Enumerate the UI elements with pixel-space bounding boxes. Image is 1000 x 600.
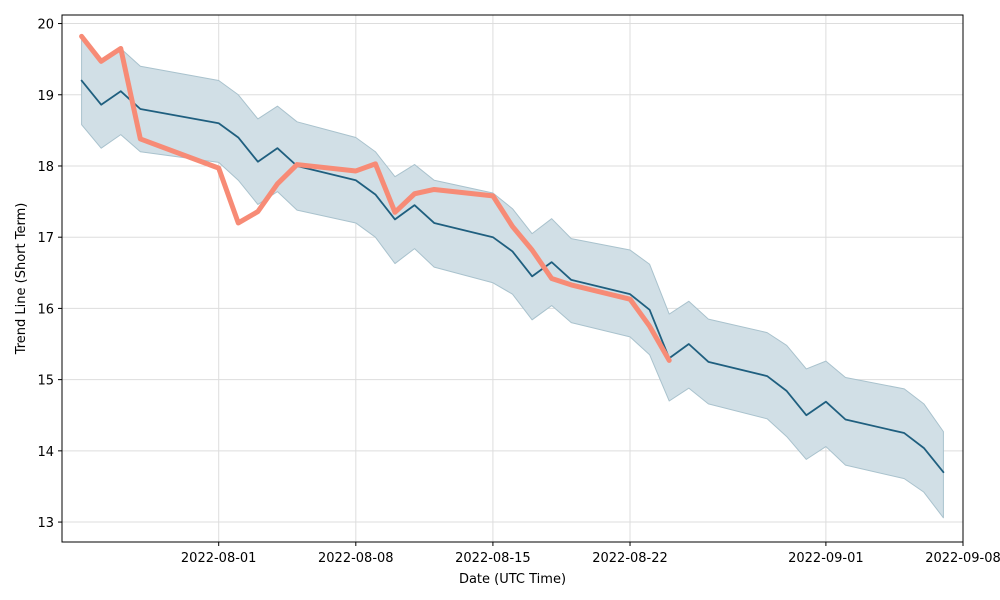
series-lines <box>79 33 945 474</box>
x-tick-label: 2022-08-15 <box>455 551 531 566</box>
y-tick-label: 13 <box>37 516 54 531</box>
y-tick-label: 19 <box>37 89 54 104</box>
y-tick-label: 16 <box>37 302 54 317</box>
x-tick-label: 2022-08-08 <box>318 551 394 566</box>
actual-series-line <box>79 33 672 363</box>
y-tick-label: 20 <box>37 18 54 33</box>
plot-area-frame <box>61 14 964 543</box>
y-axis-label: Trend Line (Short Term) <box>14 203 29 356</box>
y-tick-label: 17 <box>37 231 54 246</box>
axis-ticks: 2022-08-01 2022-08-08 2022-08-15 2022-08-22… <box>37 18 1000 566</box>
confidence-band-area <box>81 35 944 519</box>
y-tick-label: 14 <box>37 445 54 460</box>
y-tick-label: 15 <box>37 374 54 389</box>
confidence-band <box>81 35 944 519</box>
x-axis-label: Date (UTC Time) <box>459 572 566 587</box>
trend-series-line <box>80 79 945 474</box>
x-tick-label: 2022-08-22 <box>592 551 668 566</box>
x-tick-label: 2022-08-01 <box>181 551 257 566</box>
x-tick-label: 2022-09-08 <box>925 551 1000 566</box>
y-tick-label: 18 <box>37 160 54 175</box>
x-tick-label: 2022-09-01 <box>788 551 864 566</box>
